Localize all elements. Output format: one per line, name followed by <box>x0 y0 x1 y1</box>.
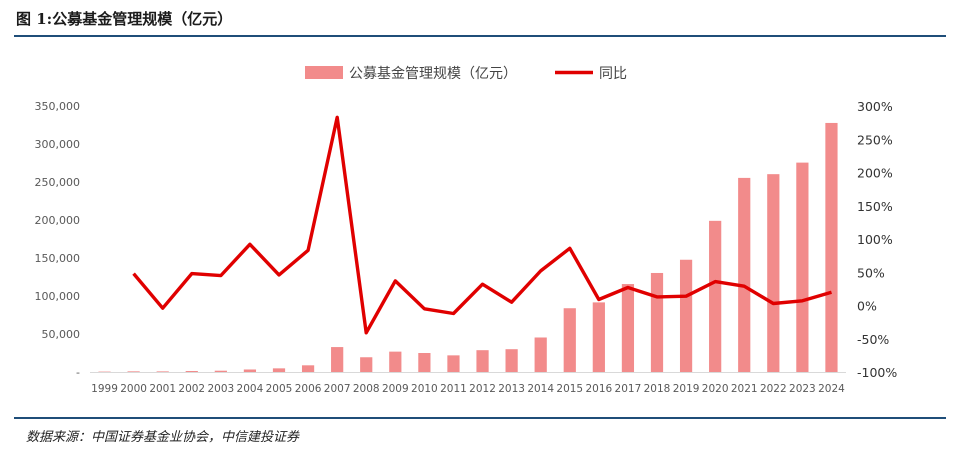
left-tick-label: 250,000 <box>35 176 81 189</box>
x-tick-label: 2023 <box>789 383 816 395</box>
bar <box>767 174 780 372</box>
line-series <box>132 115 832 335</box>
bar <box>505 349 518 372</box>
left-tick-label: 350,000 <box>35 100 81 113</box>
footer-divider <box>14 417 946 419</box>
bar <box>272 368 286 372</box>
bar <box>534 337 547 372</box>
left-tick-label: - <box>76 366 80 379</box>
right-tick-label: 200% <box>857 166 893 181</box>
x-tick-label: 2024 <box>818 383 845 395</box>
title-divider <box>14 35 946 37</box>
right-tick-label: 300% <box>857 99 893 114</box>
bar <box>360 357 373 372</box>
x-tick-label: 2015 <box>556 383 583 395</box>
bar <box>418 353 431 372</box>
bar <box>825 122 838 372</box>
x-tick-label: 2002 <box>178 383 205 395</box>
right-axis: -100% -50% 0% 50% 100% 150% 200% 250% 300% <box>857 99 897 380</box>
bar-series <box>98 122 838 373</box>
left-tick-label: 100,000 <box>35 290 81 303</box>
left-tick-label: 50,000 <box>42 328 81 341</box>
x-tick-label: 2010 <box>411 383 438 395</box>
x-tick-label: 2003 <box>207 383 234 395</box>
bar <box>389 351 402 372</box>
x-tick-label: 2020 <box>702 383 729 395</box>
bar <box>156 371 169 373</box>
source-note: 数据来源：中国证券基金业协会，中信建投证券 <box>26 430 300 445</box>
figure-title: 图 1:公募基金管理规模（亿元） <box>16 10 233 28</box>
bar <box>563 308 576 372</box>
bar <box>738 177 751 372</box>
x-tick-label: 2013 <box>498 383 525 395</box>
left-tick-label: 200,000 <box>35 214 81 227</box>
bar <box>476 350 489 372</box>
bar <box>621 284 635 372</box>
x-tick-label: 2000 <box>120 383 147 395</box>
x-tick-label: 2007 <box>324 383 351 395</box>
bar <box>331 347 344 372</box>
legend-bar-label: 公募基金管理规模（亿元） <box>349 65 517 82</box>
left-tick-label: 150,000 <box>35 252 81 265</box>
x-tick-label: 2006 <box>295 383 322 395</box>
x-tick-label: 2016 <box>585 383 612 395</box>
right-tick-label: 150% <box>857 199 893 214</box>
legend-line-label: 同比 <box>599 66 627 82</box>
x-tick-label: 2011 <box>440 383 467 395</box>
x-tick-label: 2005 <box>266 383 293 395</box>
bar <box>650 272 664 372</box>
chart-legend: 公募基金管理规模（亿元） 同比 <box>305 65 627 82</box>
bar <box>679 259 693 372</box>
right-tick-label: -100% <box>857 365 897 380</box>
x-tick-label: 1999 <box>91 383 118 395</box>
x-tick-label: 2012 <box>469 383 496 395</box>
bar <box>243 369 257 372</box>
x-tick-label: 2004 <box>237 383 264 395</box>
x-tick-label: 2009 <box>382 383 409 395</box>
right-tick-label: 250% <box>857 132 893 147</box>
left-axis: - 50,000 100,000 150,000 200,000 250,000 300,0… <box>35 100 81 379</box>
bar <box>301 365 315 372</box>
bar <box>709 220 722 372</box>
x-axis: 1999 2000 2001 2002 2003 2004 2005 2006 2007 2008… <box>90 372 846 395</box>
bar <box>214 370 227 372</box>
x-tick-label: 2021 <box>731 383 758 395</box>
right-tick-label: -50% <box>857 332 889 347</box>
x-tick-label: 2017 <box>615 383 642 395</box>
x-tick-label: 2014 <box>527 383 554 395</box>
x-tick-label: 2019 <box>673 383 700 395</box>
legend-bar-swatch <box>305 66 343 79</box>
right-tick-label: 100% <box>857 232 893 247</box>
x-tick-label: 2022 <box>760 383 787 395</box>
bar <box>127 371 140 373</box>
bar <box>447 355 460 372</box>
x-tick-label: 2001 <box>149 383 176 395</box>
x-tick-label: 2008 <box>353 383 380 395</box>
bar <box>185 371 198 372</box>
left-tick-label: 300,000 <box>35 138 81 151</box>
bar <box>592 302 605 372</box>
right-tick-label: 0% <box>857 299 877 314</box>
yoy-line <box>132 115 832 335</box>
right-tick-label: 50% <box>857 265 885 280</box>
bar <box>796 162 809 372</box>
x-tick-label: 2018 <box>644 383 671 395</box>
